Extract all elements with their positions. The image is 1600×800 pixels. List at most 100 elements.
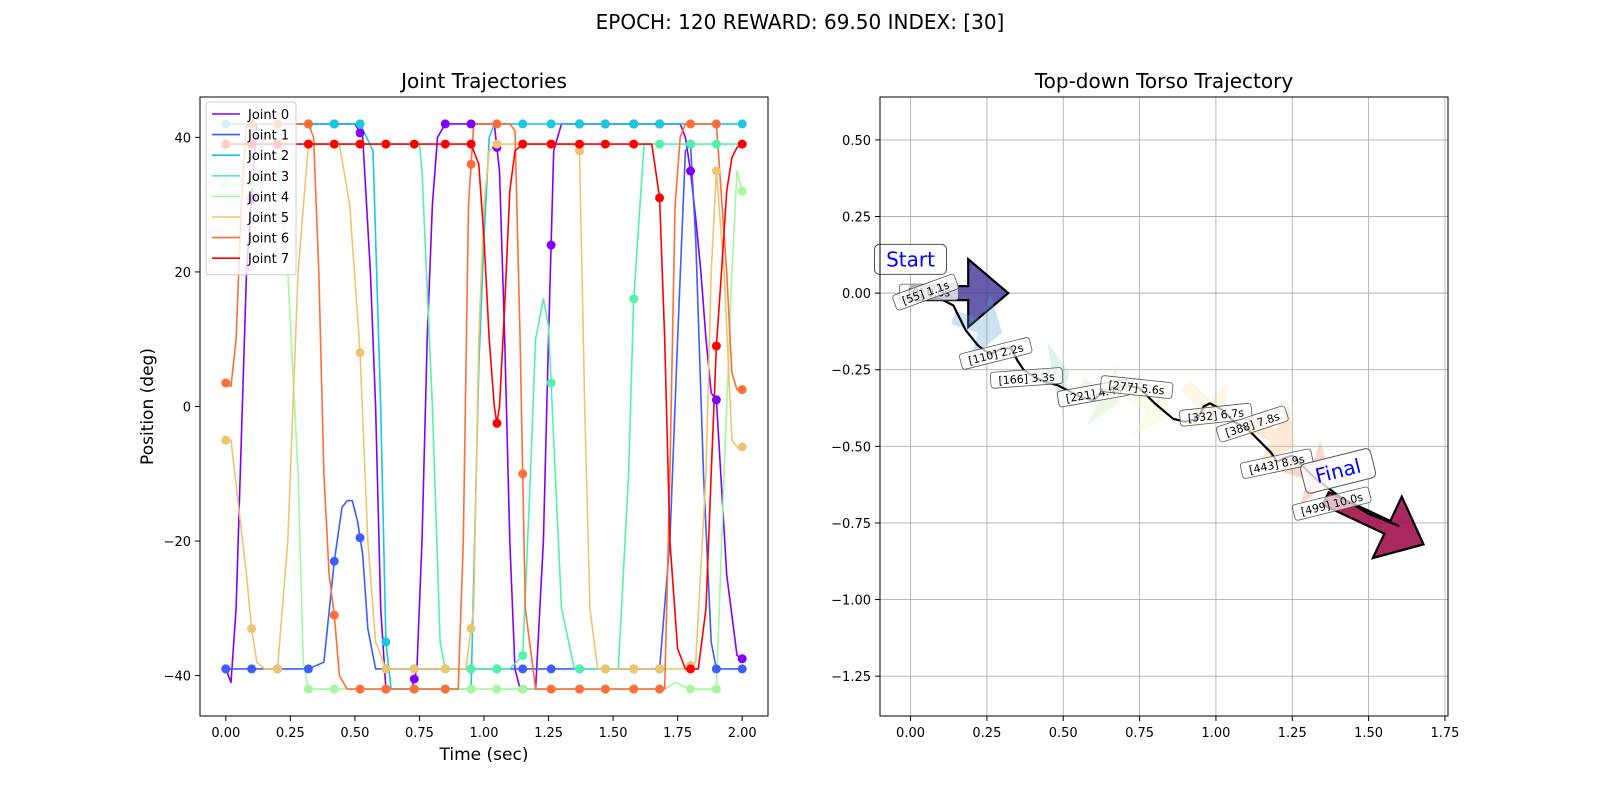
left-x-tick-label: 1.00 <box>470 726 499 741</box>
series-marker-joint-1 <box>303 664 313 674</box>
right-chart-title: Top-down Torso Trajectory <box>1034 69 1293 93</box>
legend-label: Joint 5 <box>247 211 289 226</box>
series-marker-joint-0 <box>466 119 476 129</box>
series-marker-joint-7 <box>737 139 747 149</box>
time-label-box <box>1240 448 1314 479</box>
right-y-tick-label: 0.25 <box>842 211 871 226</box>
series-line-joint-5 <box>225 143 743 670</box>
series-marker-joint-7 <box>440 139 450 149</box>
legend-label: Joint 7 <box>247 252 289 267</box>
right-y-tick-label: −1.25 <box>831 670 871 685</box>
series-marker-joint-7 <box>546 139 556 149</box>
series-marker-joint-0 <box>409 674 419 684</box>
series-marker-joint-0 <box>546 240 556 250</box>
series-marker-joint-1 <box>737 664 747 674</box>
series-marker-joint-6 <box>518 469 528 479</box>
series-marker-joint-3 <box>575 664 585 674</box>
right-grid <box>880 97 1448 716</box>
series-marker-joint-7 <box>381 139 391 149</box>
series-marker-joint-0 <box>737 654 747 664</box>
heading-arrows <box>909 256 1426 560</box>
series-marker-joint-4 <box>329 684 339 694</box>
series-marker-joint-5 <box>629 664 639 674</box>
right-x-tick-label: 0.00 <box>896 726 925 741</box>
legend-label: Joint 1 <box>247 129 289 144</box>
left-axes-frame <box>199 96 769 717</box>
series-marker-joint-7 <box>518 139 528 149</box>
right-x-tick-label: 1.75 <box>1430 726 1459 741</box>
left-x-tick-label: 1.50 <box>599 726 628 741</box>
series-marker-joint-7 <box>492 418 502 428</box>
series-marker-joint-1 <box>329 556 339 566</box>
series-marker-joint-2 <box>546 119 556 129</box>
time-label-box <box>1179 402 1253 427</box>
series-marker-joint-3 <box>686 139 696 149</box>
series-marker-joint-7 <box>329 139 339 149</box>
series-marker-joint-1 <box>221 664 231 674</box>
time-label: [277] 5.6s <box>1099 375 1174 399</box>
series-marker-joint-0 <box>686 166 696 176</box>
series-marker-joint-6 <box>221 378 231 388</box>
series-marker-joint-7 <box>303 139 313 149</box>
series-marker-joint-3 <box>629 294 639 304</box>
time-label: [332] 6.7s <box>1179 402 1253 427</box>
annotation-box <box>1300 448 1377 494</box>
right-axis-ticks: 0.00 0.25 0.50 0.75 1.00 1.25 1.50 1.75 0.50 0.25… <box>831 134 1459 741</box>
series-marker-joint-5 <box>440 664 450 674</box>
series-marker-joint-2 <box>737 119 747 129</box>
series-marker-joint-6 <box>303 119 313 129</box>
legend-label: Joint 0 <box>247 108 289 123</box>
series-marker-joint-5 <box>355 348 365 358</box>
series-marker-joint-7 <box>575 139 585 149</box>
time-label-box <box>1099 375 1174 399</box>
series-marker-joint-6 <box>329 610 339 620</box>
series-marker-joint-7 <box>355 139 365 149</box>
series-marker-joint-2 <box>629 119 639 129</box>
series-marker-joint-3 <box>492 664 502 674</box>
time-label: [166] 3.3s <box>989 367 1064 389</box>
right-y-tick-label: 0.00 <box>842 287 871 302</box>
legend-label: Joint 6 <box>247 232 289 247</box>
time-label-box <box>959 337 1033 370</box>
series-marker-joint-5 <box>737 442 747 452</box>
legend-label: Joint 2 <box>247 149 289 164</box>
right-x-tick-label: 1.25 <box>1278 726 1307 741</box>
heading-arrow <box>951 293 1003 359</box>
left-axis-ticks: 0.00 0.25 0.50 0.75 1.00 1.25 1.50 1.75 2.00 40 20… <box>164 131 757 741</box>
series-marker-joint-6 <box>440 684 450 694</box>
left-x-tick-label: 1.75 <box>663 726 692 741</box>
series-marker-joint-2 <box>655 119 665 129</box>
left-y-tick-label: −40 <box>164 670 191 685</box>
series-marker-joint-6 <box>355 684 365 694</box>
time-labels: [0] 0.0s[55] 1.1s[110] 2.2s[166] 3.3s[22… <box>874 243 1377 521</box>
series-marker-joint-7 <box>655 193 665 203</box>
series-marker-joint-4 <box>303 684 313 694</box>
time-label-box <box>989 367 1064 389</box>
series-marker-joint-3 <box>711 139 721 149</box>
left-y-tick-label: 0 <box>183 401 191 416</box>
right-y-tick-label: −1.00 <box>831 594 871 609</box>
series-marker-joint-6 <box>381 684 391 694</box>
right-y-tick-label: −0.25 <box>831 364 871 379</box>
series-marker-joint-4 <box>492 684 502 694</box>
series-marker-joint-7 <box>466 139 476 149</box>
joint-legend: Joint 0 Joint 1 Joint 2 Joint 3 Joint 4 Joint… <box>205 101 297 276</box>
time-label-text: [166] 3.3s <box>998 370 1055 387</box>
series-marker-joint-4 <box>711 684 721 694</box>
series-marker-joint-2 <box>518 119 528 129</box>
left-y-tick-label: −20 <box>164 535 191 550</box>
right-y-tick-label: 0.50 <box>842 134 871 149</box>
series-marker-joint-5 <box>409 664 419 674</box>
series-marker-joint-5 <box>711 166 721 176</box>
series-marker-joint-6 <box>737 385 747 395</box>
series-line-joint-7 <box>225 143 743 670</box>
series-marker-joint-5 <box>272 664 282 674</box>
series-marker-joint-1 <box>355 533 365 543</box>
series-marker-joint-4 <box>518 684 528 694</box>
series-marker-joint-5 <box>466 624 476 634</box>
torso-trajectory-axes: Top-down Torso Trajectory 0.00 0.25 0.50 0.… <box>831 69 1459 741</box>
series-marker-joint-5 <box>247 624 257 634</box>
series-marker-joint-6 <box>655 684 665 694</box>
series-marker-joint-1 <box>247 664 257 674</box>
